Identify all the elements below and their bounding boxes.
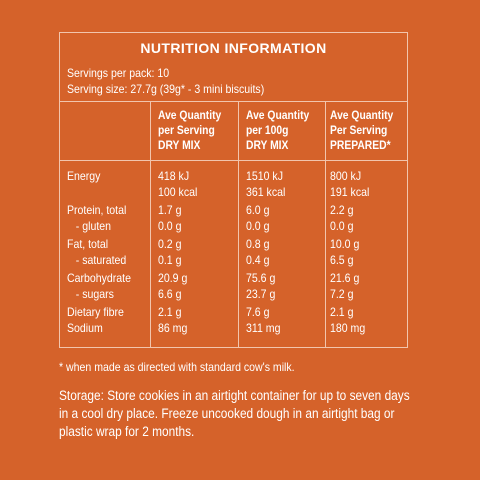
nutrient-value: 7.2 g: [330, 287, 354, 301]
nutrient-value: 6.6 g: [158, 287, 182, 301]
nutrient-value: 100 kcal: [158, 185, 198, 199]
nutrient-value: 23.7 g: [246, 287, 276, 301]
nutrient-value: 7.6 g: [246, 305, 270, 319]
nutrient-value: 191 kcal: [330, 185, 370, 199]
nutrient-value: 418 kJ: [158, 169, 190, 183]
nutrient-value: 0.0 g: [158, 219, 182, 233]
nutrient-value: 2.1 g: [158, 305, 182, 319]
nutrient-value: 2.1 g: [330, 305, 354, 319]
panel-title: NUTRITION INFORMATION: [140, 40, 327, 56]
column-header-line: Ave Quantity: [246, 108, 310, 122]
nutrient-label: Energy: [67, 169, 101, 183]
storage-note: Storage: Store cookies in an airtight co…: [59, 388, 410, 439]
nutrient-label: Dietary fibre: [67, 305, 124, 319]
serving-size: Serving size: 27.7g (39g* - 3 mini biscu…: [67, 82, 265, 96]
nutrient-value: 0.0 g: [330, 219, 354, 233]
column-header: Ave Quantity per Serving DRY MIX: [158, 108, 221, 153]
nutrient-label: Fat, total: [67, 237, 109, 251]
nutrient-value: 21.6 g: [330, 271, 360, 285]
nutrient-value: 10.0 g: [330, 237, 360, 251]
nutrient-value: 2.2 g: [330, 203, 354, 217]
nutrition-panel: NUTRITION INFORMATION Servings per pack:…: [59, 32, 408, 348]
nutrient-value: 361 kcal: [246, 185, 286, 199]
nutrient-value: 0.0 g: [246, 219, 270, 233]
column-divider: [238, 101, 239, 347]
column-header-line: per 100g: [246, 123, 289, 137]
column-header-line: PREPARED*: [330, 138, 391, 152]
nutrient-value: 1.7 g: [158, 203, 182, 217]
column-header-line: DRY MIX: [246, 138, 289, 152]
nutrient-value: 6.5 g: [330, 253, 354, 267]
column-header: Ave Quantity per 100g DRY MIX: [246, 108, 309, 153]
nutrient-value: 0.1 g: [158, 253, 182, 267]
column-header-line: Ave Quantity: [158, 108, 222, 122]
nutrient-value: 75.6 g: [246, 271, 276, 285]
divider-top: [60, 101, 407, 102]
column-header-line: Ave Quantity: [330, 108, 394, 122]
nutrient-value: 0.2 g: [158, 237, 182, 251]
nutrient-value: 800 kJ: [330, 169, 362, 183]
nutrient-label: Carbohydrate: [67, 271, 131, 285]
nutrient-label: - sugars: [75, 287, 114, 301]
nutrient-value: 0.4 g: [246, 253, 270, 267]
column-header-line: Per Serving: [330, 123, 388, 137]
nutrient-label: - saturated: [75, 253, 127, 267]
footnote: * when made as directed with standard co…: [59, 360, 295, 374]
servings-per-pack: Servings per pack: 10: [67, 66, 170, 80]
nutrient-value: 180 mg: [330, 321, 366, 335]
column-header: Ave Quantity Per Serving PREPARED*: [330, 108, 393, 153]
column-header-line: per Serving: [158, 123, 215, 137]
divider-header: [60, 160, 407, 161]
nutrient-value: 1510 kJ: [246, 169, 283, 183]
nutrient-value: 311 mg: [246, 321, 281, 335]
column-divider: [325, 101, 326, 347]
nutrient-value: 86 mg: [158, 321, 188, 335]
nutrient-value: 6.0 g: [246, 203, 270, 217]
nutrient-value: 0.8 g: [246, 237, 270, 251]
nutrient-label: Protein, total: [67, 203, 127, 217]
column-divider: [150, 101, 151, 347]
nutrient-label: Sodium: [67, 321, 103, 335]
column-header-line: DRY MIX: [158, 138, 201, 152]
nutrient-label: - gluten: [75, 219, 112, 233]
nutrient-value: 20.9 g: [158, 271, 188, 285]
